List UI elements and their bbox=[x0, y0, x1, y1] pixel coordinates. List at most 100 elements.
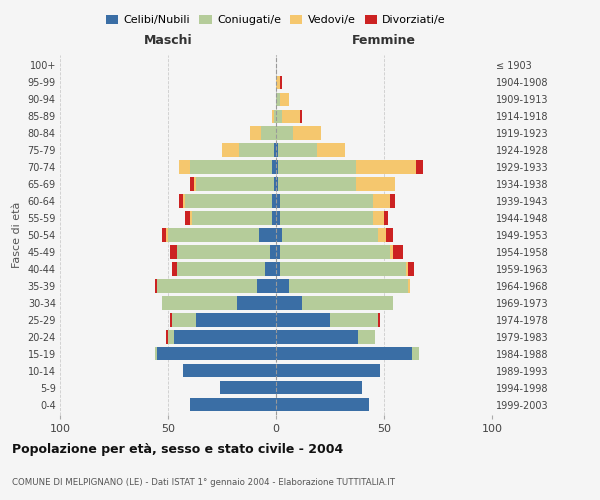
Bar bbox=[356, 178, 395, 190]
Bar bbox=[250, 126, 261, 140]
Bar bbox=[406, 262, 408, 276]
Bar bbox=[166, 330, 168, 344]
Y-axis label: Fasce di età: Fasce di età bbox=[12, 202, 22, 268]
Bar bbox=[280, 194, 373, 207]
Bar bbox=[185, 194, 272, 207]
Bar bbox=[166, 228, 168, 241]
Bar bbox=[276, 364, 380, 378]
Bar bbox=[276, 296, 302, 310]
Bar bbox=[239, 144, 274, 156]
Bar bbox=[190, 212, 192, 224]
Bar bbox=[190, 178, 194, 190]
Bar bbox=[168, 228, 259, 241]
Bar bbox=[272, 110, 274, 123]
Bar bbox=[412, 347, 419, 360]
Bar bbox=[220, 381, 276, 394]
Bar bbox=[172, 262, 176, 276]
Bar bbox=[183, 194, 185, 207]
Bar bbox=[276, 330, 358, 344]
Bar bbox=[280, 262, 406, 276]
Bar bbox=[276, 212, 280, 224]
Bar bbox=[276, 110, 283, 123]
Bar bbox=[190, 160, 272, 173]
Bar bbox=[274, 110, 276, 123]
Bar bbox=[276, 246, 280, 258]
Bar bbox=[190, 398, 276, 411]
Text: COMUNE DI MELPIGNANO (LE) - Dati ISTAT 1° gennaio 2004 - Elaborazione TUTTITALIA: COMUNE DI MELPIGNANO (LE) - Dati ISTAT 1… bbox=[12, 478, 395, 487]
Bar bbox=[183, 364, 276, 378]
Bar bbox=[283, 228, 377, 241]
Bar bbox=[172, 314, 196, 326]
Bar bbox=[276, 194, 280, 207]
Bar bbox=[196, 178, 274, 190]
Bar bbox=[155, 280, 157, 292]
Bar bbox=[257, 280, 276, 292]
Bar bbox=[161, 296, 237, 310]
Bar bbox=[278, 160, 356, 173]
Bar bbox=[377, 314, 380, 326]
Bar bbox=[176, 246, 269, 258]
Bar bbox=[391, 246, 392, 258]
Bar bbox=[269, 246, 276, 258]
Bar bbox=[237, 296, 276, 310]
Bar bbox=[272, 212, 276, 224]
Bar bbox=[280, 92, 289, 106]
Bar bbox=[276, 280, 289, 292]
Bar bbox=[274, 178, 276, 190]
Bar bbox=[293, 126, 322, 140]
Bar bbox=[276, 92, 280, 106]
Legend: Celibi/Nubili, Coniugati/e, Vedovi/e, Divorziati/e: Celibi/Nubili, Coniugati/e, Vedovi/e, Di… bbox=[101, 10, 451, 29]
Bar bbox=[356, 160, 416, 173]
Bar bbox=[276, 76, 280, 89]
Bar bbox=[300, 110, 302, 123]
Bar bbox=[278, 144, 317, 156]
Text: Maschi: Maschi bbox=[143, 34, 193, 46]
Bar bbox=[276, 398, 369, 411]
Bar bbox=[179, 160, 190, 173]
Bar bbox=[192, 212, 272, 224]
Bar bbox=[276, 314, 330, 326]
Bar bbox=[280, 212, 373, 224]
Bar bbox=[358, 330, 376, 344]
Bar bbox=[170, 314, 172, 326]
Bar bbox=[276, 160, 278, 173]
Bar bbox=[289, 280, 408, 292]
Bar bbox=[408, 280, 410, 292]
Bar bbox=[317, 144, 345, 156]
Bar bbox=[384, 212, 388, 224]
Bar bbox=[261, 126, 276, 140]
Bar bbox=[272, 160, 276, 173]
Bar bbox=[276, 381, 362, 394]
Bar bbox=[175, 330, 276, 344]
Bar bbox=[185, 212, 190, 224]
Bar bbox=[373, 212, 384, 224]
Bar bbox=[373, 194, 391, 207]
Bar bbox=[170, 246, 176, 258]
Bar bbox=[194, 178, 196, 190]
Bar bbox=[330, 314, 377, 326]
Bar bbox=[408, 262, 414, 276]
Bar bbox=[161, 228, 166, 241]
Bar bbox=[391, 194, 395, 207]
Bar bbox=[168, 330, 175, 344]
Bar bbox=[157, 347, 276, 360]
Bar bbox=[274, 144, 276, 156]
Bar bbox=[265, 262, 276, 276]
Text: Femmine: Femmine bbox=[352, 34, 416, 46]
Bar bbox=[283, 110, 300, 123]
Bar bbox=[276, 262, 280, 276]
Bar bbox=[377, 228, 386, 241]
Bar bbox=[155, 347, 157, 360]
Bar bbox=[222, 144, 239, 156]
Bar bbox=[392, 246, 403, 258]
Bar bbox=[276, 144, 278, 156]
Bar bbox=[196, 314, 276, 326]
Bar bbox=[278, 178, 356, 190]
Bar bbox=[302, 296, 392, 310]
Bar bbox=[157, 280, 257, 292]
Bar bbox=[386, 228, 392, 241]
Bar bbox=[272, 194, 276, 207]
Bar bbox=[280, 246, 391, 258]
Bar bbox=[176, 262, 265, 276]
Bar bbox=[276, 228, 283, 241]
